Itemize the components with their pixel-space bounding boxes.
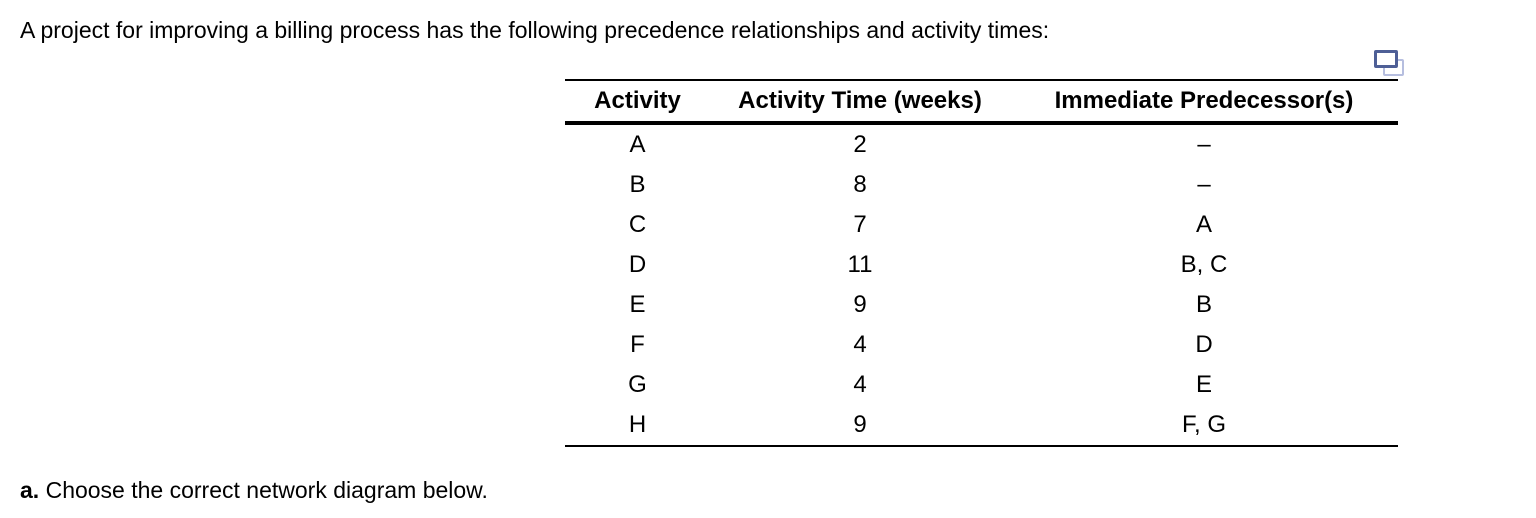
activity-cell: F: [630, 331, 645, 358]
table-row: D 11 B, C: [565, 245, 1398, 285]
time-cell: 4: [853, 331, 867, 358]
activity-cell: G: [628, 371, 647, 398]
col-header-activity-time: Activity Time (weeks): [738, 87, 982, 114]
precedence-table-container: Activity Activity Time (weeks) Immediate…: [565, 79, 1398, 447]
popout-icon-front-rect: [1374, 50, 1398, 68]
time-cell: 11: [847, 251, 873, 278]
time-cell: 8: [853, 171, 867, 198]
table-row: F 4 D: [565, 325, 1398, 365]
table-row: A 2 –: [565, 123, 1398, 165]
question-part-label: a.: [20, 477, 40, 503]
predecessors-cell: B, C: [1180, 251, 1228, 278]
time-cell: 2: [853, 131, 867, 158]
col-header-activity: Activity: [594, 87, 681, 114]
time-cell: 7: [853, 211, 867, 238]
question-part-text: Choose the correct network diagram below…: [39, 477, 488, 503]
time-cell: 9: [853, 291, 867, 318]
predecessors-cell: –: [1197, 171, 1211, 198]
activity-cell: C: [628, 211, 647, 238]
col-header-immediate-predecessors: Immediate Predecessor(s): [1054, 87, 1354, 114]
activity-cell: E: [629, 291, 646, 318]
predecessors-cell: –: [1197, 131, 1211, 158]
table-row: C 7 A: [565, 205, 1398, 245]
predecessors-cell: F, G: [1181, 411, 1226, 438]
table-body: A 2 – B 8 – C 7 A D 11 B, C E 9 B F 4 D …: [565, 123, 1398, 446]
table-row: G 4 E: [565, 365, 1398, 405]
table-row: H 9 F, G: [565, 405, 1398, 446]
time-cell: 9: [853, 411, 867, 438]
predecessors-cell: D: [1195, 331, 1213, 358]
activity-cell: D: [628, 251, 647, 278]
problem-statement: A project for improving a billing proces…: [20, 17, 1050, 43]
table-header-row: Activity Activity Time (weeks) Immediate…: [565, 80, 1398, 123]
table-row: B 8 –: [565, 165, 1398, 205]
activity-cell: B: [629, 171, 646, 198]
predecessors-cell: B: [1195, 291, 1212, 318]
activity-cell: H: [628, 411, 647, 438]
question-part-a: a. Choose the correct network diagram be…: [20, 476, 488, 504]
precedence-table: Activity Activity Time (weeks) Immediate…: [565, 79, 1398, 447]
predecessors-cell: A: [1195, 211, 1212, 238]
predecessors-cell: E: [1195, 371, 1212, 398]
time-cell: 4: [853, 371, 867, 398]
open-in-new-window-icon[interactable]: [1374, 50, 1405, 78]
table-row: E 9 B: [565, 285, 1398, 325]
activity-cell: A: [629, 131, 646, 158]
